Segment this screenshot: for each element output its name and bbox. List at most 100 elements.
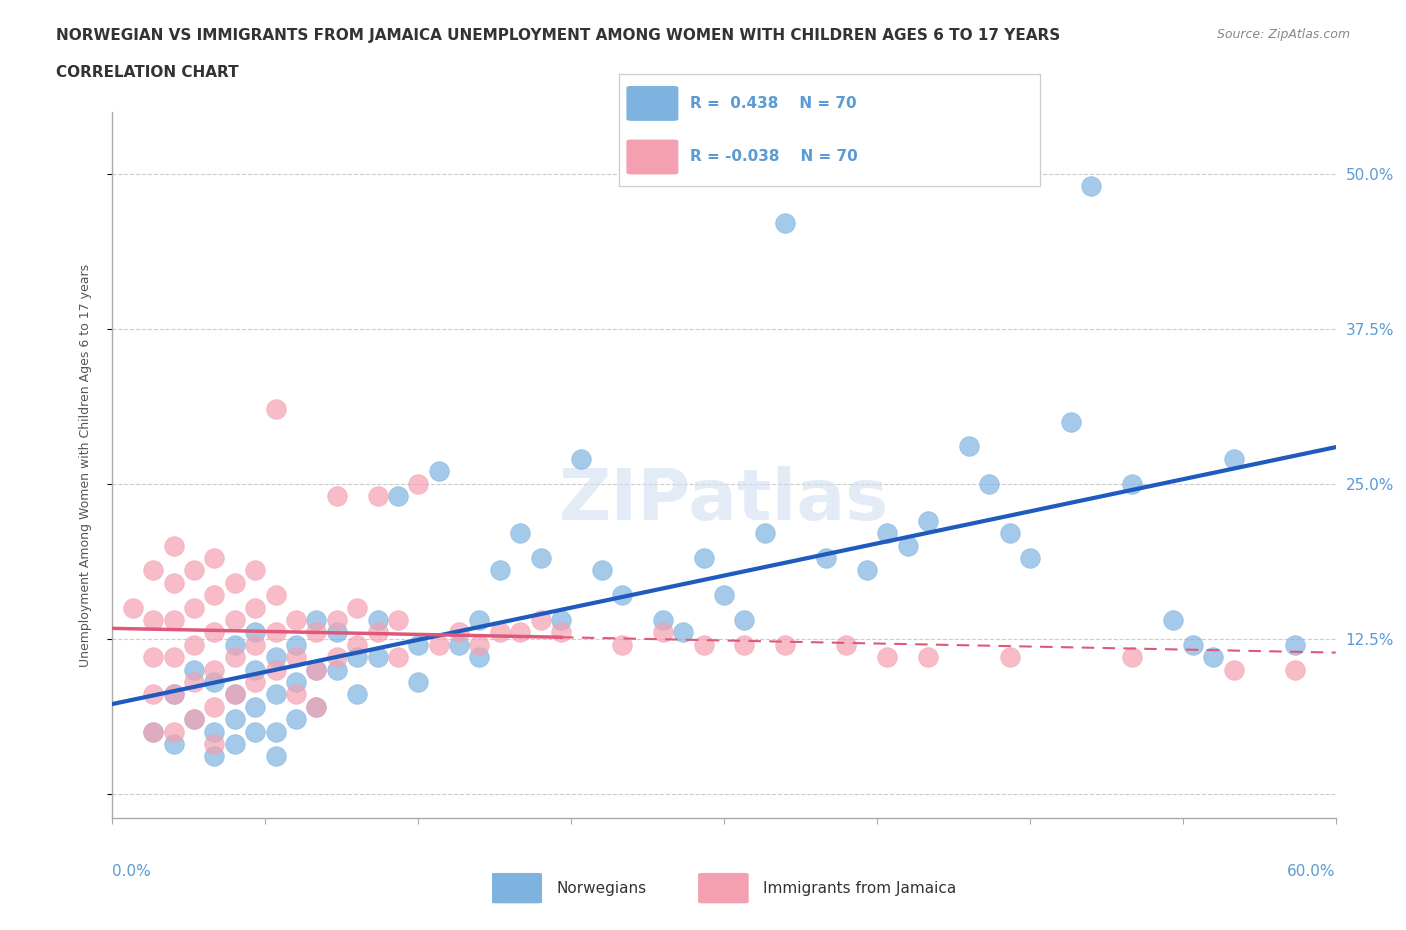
Point [468,650,491,665]
Point [366,488,388,503]
Point [224,576,246,591]
Point [122,600,145,615]
Point [183,674,205,689]
Text: 0.0%: 0.0% [112,864,152,880]
Point [326,662,349,677]
Point [1223,451,1246,466]
Point [957,439,980,454]
Point [264,749,287,764]
Point [672,625,695,640]
Point [408,476,430,491]
Point [610,588,633,603]
Point [346,650,368,665]
Point [204,662,226,677]
Point [346,687,368,702]
Point [876,650,898,665]
Point [284,650,308,665]
Point [366,625,388,640]
Point [775,637,797,652]
Point [447,637,470,652]
Point [142,724,165,739]
Point [326,613,349,628]
Point [183,662,205,677]
Point [163,650,186,665]
Point [245,699,267,714]
Point [387,650,409,665]
Point [163,687,186,702]
Point [305,613,328,628]
Point [284,674,308,689]
Point [734,613,756,628]
Point [163,613,186,628]
Point [305,625,328,640]
Point [264,625,287,640]
Point [571,451,593,466]
Point [204,625,226,640]
Point [815,551,838,565]
Point [468,637,491,652]
Point [163,538,186,553]
Point [468,613,491,628]
Text: 60.0%: 60.0% [1288,864,1336,880]
Point [264,724,287,739]
Point [183,563,205,578]
Point [142,613,165,628]
Point [163,737,186,751]
Point [264,650,287,665]
Point [245,724,267,739]
Point [855,563,877,578]
Point [284,637,308,652]
Point [366,613,388,628]
Point [264,402,287,417]
Point [366,650,388,665]
Text: Source: ZipAtlas.com: Source: ZipAtlas.com [1216,28,1350,41]
Point [142,687,165,702]
Point [142,724,165,739]
FancyBboxPatch shape [492,873,541,903]
FancyBboxPatch shape [627,86,678,120]
Point [163,576,186,591]
Point [652,625,675,640]
Point [224,637,246,652]
Text: R = -0.038    N = 70: R = -0.038 N = 70 [690,150,858,165]
Point [550,613,572,628]
Text: R =  0.438    N = 70: R = 0.438 N = 70 [690,96,858,111]
Point [245,563,267,578]
Text: ZIPatlas: ZIPatlas [560,466,889,535]
Point [326,488,349,503]
Point [754,525,776,540]
Point [427,637,450,652]
Point [204,737,226,751]
Point [305,699,328,714]
Text: Norwegians: Norwegians [557,881,647,896]
Point [264,662,287,677]
Point [284,687,308,702]
Point [917,650,939,665]
Point [489,563,512,578]
Point [408,637,430,652]
Point [204,724,226,739]
Point [204,674,226,689]
Point [326,625,349,640]
Point [876,525,898,540]
Point [693,637,716,652]
Point [1018,551,1040,565]
Point [529,613,551,628]
Point [224,711,246,726]
Point [264,588,287,603]
Point [1121,476,1143,491]
Point [224,737,246,751]
Point [998,525,1021,540]
Point [346,637,368,652]
Point [897,538,920,553]
Point [305,662,328,677]
Text: CORRELATION CHART: CORRELATION CHART [56,65,239,80]
Point [163,687,186,702]
Point [979,476,1001,491]
Point [509,625,531,640]
Point [224,650,246,665]
Point [183,711,205,726]
Point [224,613,246,628]
Point [305,699,328,714]
Point [245,637,267,652]
